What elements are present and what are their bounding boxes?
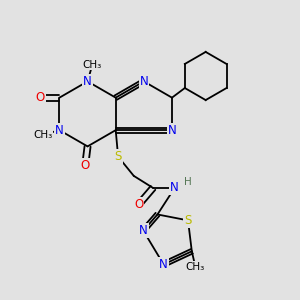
Text: N: N — [139, 224, 148, 237]
Text: O: O — [134, 198, 143, 211]
Text: S: S — [114, 150, 122, 163]
Text: N: N — [168, 124, 176, 136]
Text: CH₃: CH₃ — [186, 262, 205, 272]
Text: N: N — [83, 75, 92, 88]
Text: S: S — [184, 214, 192, 227]
Text: N: N — [140, 75, 148, 88]
Text: O: O — [80, 159, 90, 172]
Text: N: N — [170, 182, 179, 194]
Text: N: N — [55, 124, 64, 136]
Text: CH₃: CH₃ — [33, 130, 52, 140]
Text: H: H — [184, 177, 192, 187]
Text: O: O — [36, 91, 45, 104]
Text: N: N — [159, 258, 168, 271]
Text: CH₃: CH₃ — [83, 60, 102, 70]
